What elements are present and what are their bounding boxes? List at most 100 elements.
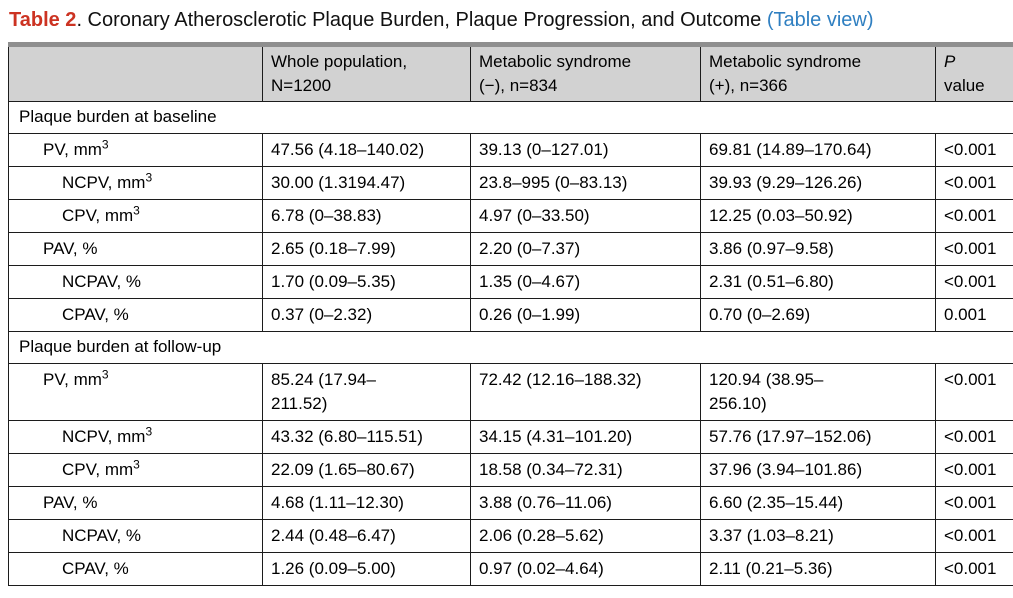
value-cell: <0.001: [935, 199, 1013, 233]
section-title: Plaque burden at follow-up: [8, 331, 1013, 364]
value-cell: 39.93 (9.29–126.26): [700, 166, 936, 200]
value-cell: 0.70 (0–2.69): [700, 298, 936, 332]
table-row: CPAV, % 1.26 (0.09–5.00) 0.97 (0.02–4.64) 2…: [8, 552, 1013, 586]
plaque-burden-table: Whole population, N=1200 Metabolic syndr…: [8, 42, 1013, 586]
row-label-text: NCPV, mm: [62, 427, 146, 446]
value-cell: 120.94 (38.95– 256.10): [700, 363, 936, 421]
value-cell: 2.44 (0.48–6.47): [262, 519, 471, 553]
table-row: PV, mm3 47.56 (4.18–140.02) 39.13 (0–127.0…: [8, 133, 1013, 167]
row-label-text: PAV, %: [43, 493, 98, 512]
value-cell: 3.88 (0.76–11.06): [470, 486, 701, 520]
value-cell: 4.68 (1.11–12.30): [262, 486, 471, 520]
row-label: NCPV, mm3: [8, 166, 263, 200]
row-label-text: CPV, mm: [62, 206, 134, 225]
table-row: CPV, mm3 6.78 (0–38.83) 4.97 (0–33.50) 12.2…: [8, 199, 1013, 233]
value-cell: <0.001: [935, 552, 1013, 586]
value-cell: 12.25 (0.03–50.92): [700, 199, 936, 233]
row-label-superscript: 3: [145, 424, 153, 439]
header-row: Whole population, N=1200 Metabolic syndr…: [8, 44, 1013, 102]
table-caption-text: . Coronary Atherosclerotic Plaque Burden…: [76, 9, 767, 31]
value-cell: 18.58 (0.34–72.31): [470, 453, 701, 487]
row-label-text: PV, mm: [43, 140, 102, 159]
value-cell: <0.001: [935, 420, 1013, 454]
value-cell: 6.78 (0–38.83): [262, 199, 471, 233]
table-header: Whole population, N=1200 Metabolic syndr…: [8, 44, 1013, 102]
table-row: NCPAV, % 1.70 (0.09–5.35) 1.35 (0–4.67) 2.3…: [8, 265, 1013, 299]
table-row-highlighted: NCPV, mm3 43.32 (6.80–115.51) 34.15 (4.31–…: [8, 420, 1013, 454]
value-cell: 57.76 (17.97–152.06): [700, 420, 936, 454]
table-row: CPAV, % 0.37 (0–2.32) 0.26 (0–1.99) 0.70 (0…: [8, 298, 1013, 332]
header-cell-mets-positive: Metabolic syndrome (+), n=366: [700, 44, 936, 102]
section-row: Plaque burden at follow-up: [8, 331, 1013, 364]
value-cell: <0.001: [935, 486, 1013, 520]
value-cell: 0.37 (0–2.32): [262, 298, 471, 332]
row-label: NCPAV, %: [8, 519, 263, 553]
value-cell: 2.11 (0.21–5.36): [700, 552, 936, 586]
value-cell: 23.8–995 (0–83.13): [470, 166, 701, 200]
row-label: CPV, mm3: [8, 453, 263, 487]
value-cell: 69.81 (14.89–170.64): [700, 133, 936, 167]
value-cell: 3.37 (1.03–8.21): [700, 519, 936, 553]
value-cell: 37.96 (3.94–101.86): [700, 453, 936, 487]
value-cell: 85.24 (17.94– 211.52): [262, 363, 471, 421]
value-cell: 2.06 (0.28–5.62): [470, 519, 701, 553]
row-label: PAV, %: [8, 232, 263, 266]
row-label-superscript: 3: [101, 137, 109, 152]
header-cell-mets-negative: Metabolic syndrome (−), n=834: [470, 44, 701, 102]
table-row: CPV, mm3 22.09 (1.65–80.67) 18.58 (0.34–72…: [8, 453, 1013, 487]
table-view-link[interactable]: (Table view): [766, 9, 874, 31]
value-cell: 43.32 (6.80–115.51): [262, 420, 471, 454]
row-label: PV, mm3: [8, 133, 263, 167]
value-cell: 22.09 (1.65–80.67): [262, 453, 471, 487]
row-label-text: PAV, %: [43, 239, 98, 258]
row-label-superscript: 3: [133, 457, 140, 472]
value-cell: 0.001: [935, 298, 1013, 332]
value-cell: 1.70 (0.09–5.35): [262, 265, 471, 299]
table-row: PAV, % 4.68 (1.11–12.30) 3.88 (0.76–11.06)…: [8, 486, 1013, 520]
row-label: PAV, %: [8, 486, 263, 520]
value-cell: 1.26 (0.09–5.00): [262, 552, 471, 586]
row-label: CPAV, %: [8, 298, 263, 332]
value-cell: 2.31 (0.51–6.80): [700, 265, 936, 299]
row-label: PV, mm3: [8, 363, 263, 421]
p-value-italic: P: [944, 52, 956, 71]
section-row: Plaque burden at baseline: [8, 101, 1013, 134]
value-cell: 2.20 (0–7.37): [470, 232, 701, 266]
table-row: PV, mm3 85.24 (17.94– 211.52) 72.42 (12.16…: [8, 363, 1013, 421]
row-label-superscript: 3: [145, 170, 153, 185]
table-caption: Table 2. Coronary Atherosclerotic Plaque…: [0, 0, 1013, 42]
value-cell: 0.97 (0.02–4.64): [470, 552, 701, 586]
row-label-text: CPAV, %: [62, 305, 129, 324]
value-cell: <0.001: [935, 363, 1013, 421]
row-label: NCPAV, %: [8, 265, 263, 299]
value-cell: 34.15 (4.31–101.20): [470, 420, 701, 454]
value-cell: <0.001: [935, 265, 1013, 299]
row-label-text: NCPAV, %: [62, 526, 142, 545]
value-cell: <0.001: [935, 166, 1013, 200]
value-cell: <0.001: [935, 519, 1013, 553]
table-row-highlighted: NCPV, mm3 30.00 (1.3194.47) 23.8–995 (0–83…: [8, 166, 1013, 200]
value-cell: 47.56 (4.18–140.02): [262, 133, 471, 167]
value-cell: <0.001: [935, 232, 1013, 266]
header-cell-whole-population: Whole population, N=1200: [262, 44, 471, 102]
row-label-text: NCPV, mm: [62, 173, 146, 192]
value-cell: 30.00 (1.3194.47): [262, 166, 471, 200]
row-label-superscript: 3: [133, 203, 140, 218]
value-cell: 6.60 (2.35–15.44): [700, 486, 936, 520]
value-cell: 3.86 (0.97–9.58): [700, 232, 936, 266]
row-label-text: CPV, mm: [62, 460, 134, 479]
value-cell: 1.35 (0–4.67): [470, 265, 701, 299]
row-label: CPV, mm3: [8, 199, 263, 233]
value-cell: 39.13 (0–127.01): [470, 133, 701, 167]
value-cell: 4.97 (0–33.50): [470, 199, 701, 233]
row-label-superscript: 3: [101, 367, 109, 382]
header-cell-empty: [8, 44, 263, 102]
value-cell: 0.26 (0–1.99): [470, 298, 701, 332]
value-cell: 2.65 (0.18–7.99): [262, 232, 471, 266]
table-row: NCPAV, % 2.44 (0.48–6.47) 2.06 (0.28–5.62)…: [8, 519, 1013, 553]
value-cell: 72.42 (12.16–188.32): [470, 363, 701, 421]
row-label-text: CPAV, %: [62, 559, 129, 578]
section-title: Plaque burden at baseline: [8, 101, 1013, 134]
row-label: NCPV, mm3: [8, 420, 263, 454]
